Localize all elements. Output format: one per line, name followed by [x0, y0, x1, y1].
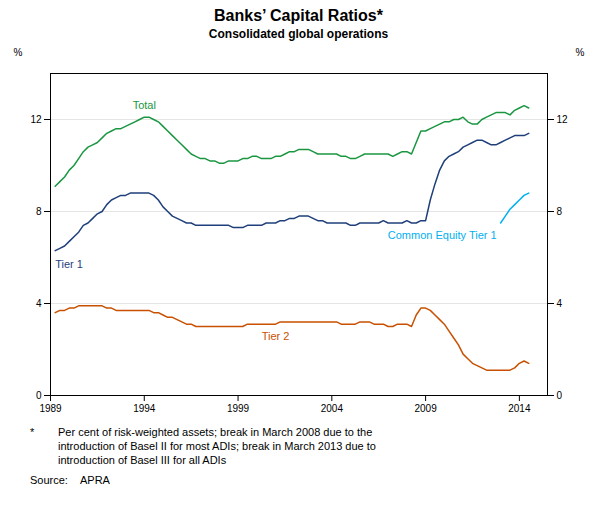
svg-text:1994: 1994	[133, 403, 156, 414]
svg-text:4: 4	[36, 298, 42, 309]
svg-text:12: 12	[557, 114, 569, 125]
svg-text:4: 4	[557, 298, 563, 309]
svg-text:Total: Total	[133, 99, 156, 111]
svg-text:1989: 1989	[39, 403, 62, 414]
svg-text:2014: 2014	[508, 403, 531, 414]
svg-text:0: 0	[36, 390, 42, 401]
svg-text:Tier 1: Tier 1	[55, 258, 83, 270]
svg-text:2009: 2009	[414, 403, 437, 414]
svg-text:0: 0	[557, 390, 563, 401]
svg-text:%: %	[576, 47, 585, 58]
html-text:Per cent of risk-weighted asse: Per cent of risk-weighted assets; break …	[58, 426, 376, 466]
svg-text:Tier 2: Tier 2	[262, 330, 290, 342]
svg-text:1999: 1999	[227, 403, 250, 414]
svg-text:8: 8	[557, 206, 563, 217]
svg-text:12: 12	[30, 114, 42, 125]
svg-text:Common Equity Tier 1: Common Equity Tier 1	[388, 229, 497, 241]
html-text:Consolidated global operations: Consolidated global operations	[208, 27, 389, 41]
html-text:Banks’ Capital Ratios*: Banks’ Capital Ratios*	[214, 7, 383, 24]
html-text:APRA: APRA	[80, 474, 110, 486]
svg-text:%: %	[14, 47, 23, 58]
svg-text:8: 8	[36, 206, 42, 217]
html-text:Source:: Source:	[30, 474, 68, 486]
svg-text:2004: 2004	[321, 403, 344, 414]
